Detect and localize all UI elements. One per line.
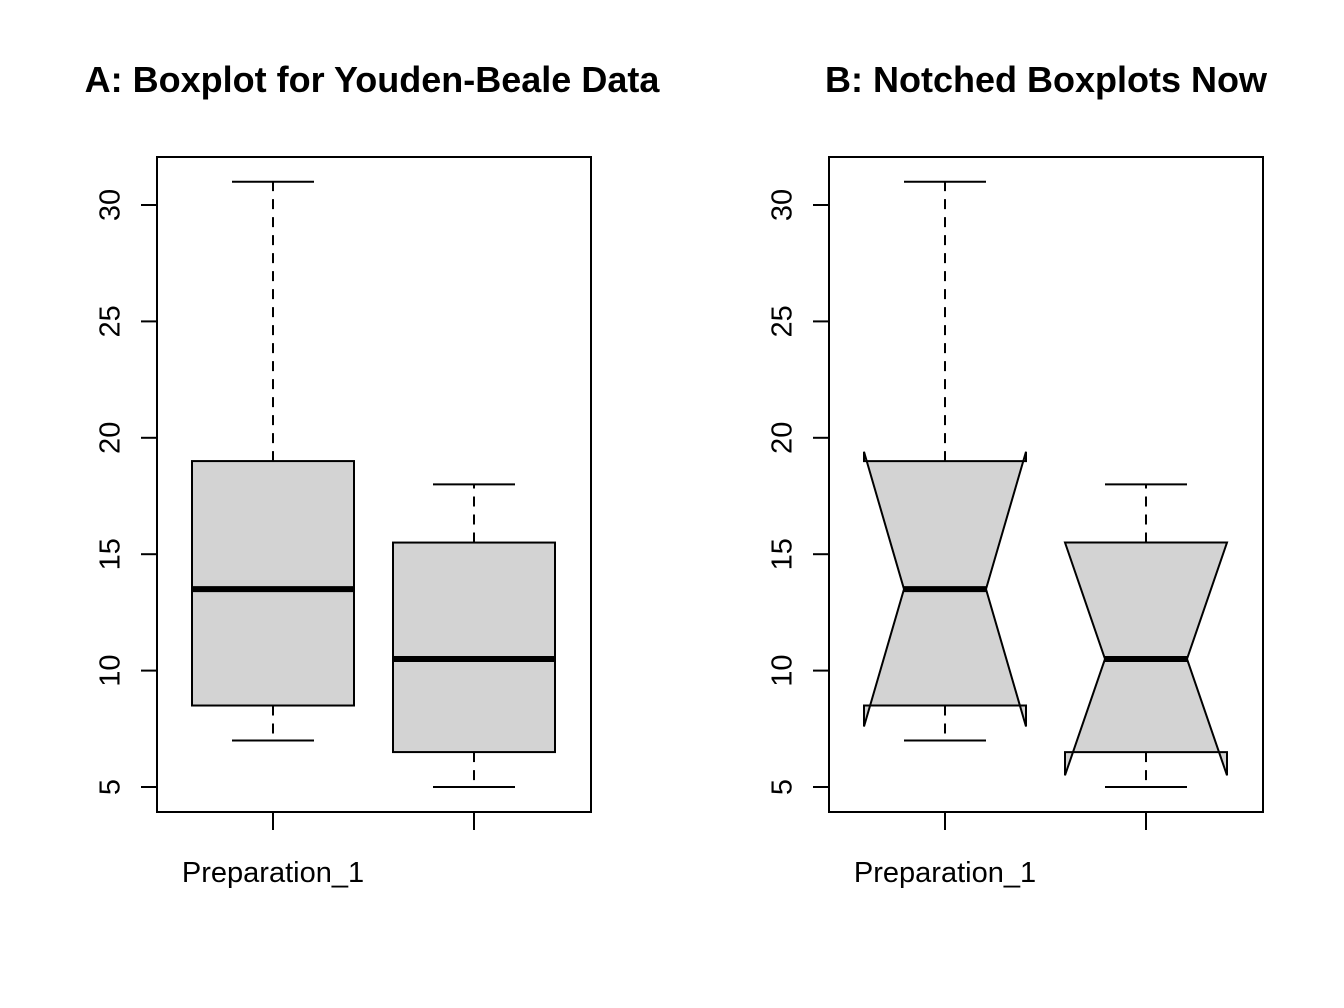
box-1	[191, 180, 355, 742]
y-tick-label: 15	[95, 538, 127, 570]
plot-frame	[156, 156, 592, 813]
y-tick-label: 10	[95, 654, 127, 686]
chart-title: A: Boxplot for Youden-Beale Data	[85, 59, 661, 100]
y-tick-label: 10	[767, 654, 799, 686]
chart-title: B: Notched Boxplots Now	[825, 59, 1268, 100]
y-tick-label: 20	[95, 422, 127, 454]
box-body	[392, 541, 556, 754]
box-2	[1063, 483, 1229, 788]
x-category-label: Preparation_1	[854, 857, 1036, 889]
y-tick-label: 30	[767, 189, 799, 221]
y-tick-label: 25	[95, 305, 127, 337]
box-body	[191, 460, 355, 707]
plot-frame	[828, 156, 1264, 813]
y-tick-label: 15	[767, 538, 799, 570]
x-category-label: Preparation_1	[182, 857, 364, 889]
y-tick-label: 5	[767, 779, 799, 795]
y-tick-label: 30	[95, 189, 127, 221]
chart-panel-1: A: Boxplot for Youden-Beale Data 5 10 15 20 2…	[85, 59, 661, 889]
y-tick-label: 20	[767, 422, 799, 454]
y-tick-label: 5	[95, 779, 127, 795]
y-tick-label: 25	[767, 305, 799, 337]
box-1	[863, 180, 1027, 742]
box-2	[392, 483, 556, 788]
chart-panel-2: B: Notched Boxplots Now 5 10 15 20 25 30 Prepar…	[767, 59, 1268, 889]
